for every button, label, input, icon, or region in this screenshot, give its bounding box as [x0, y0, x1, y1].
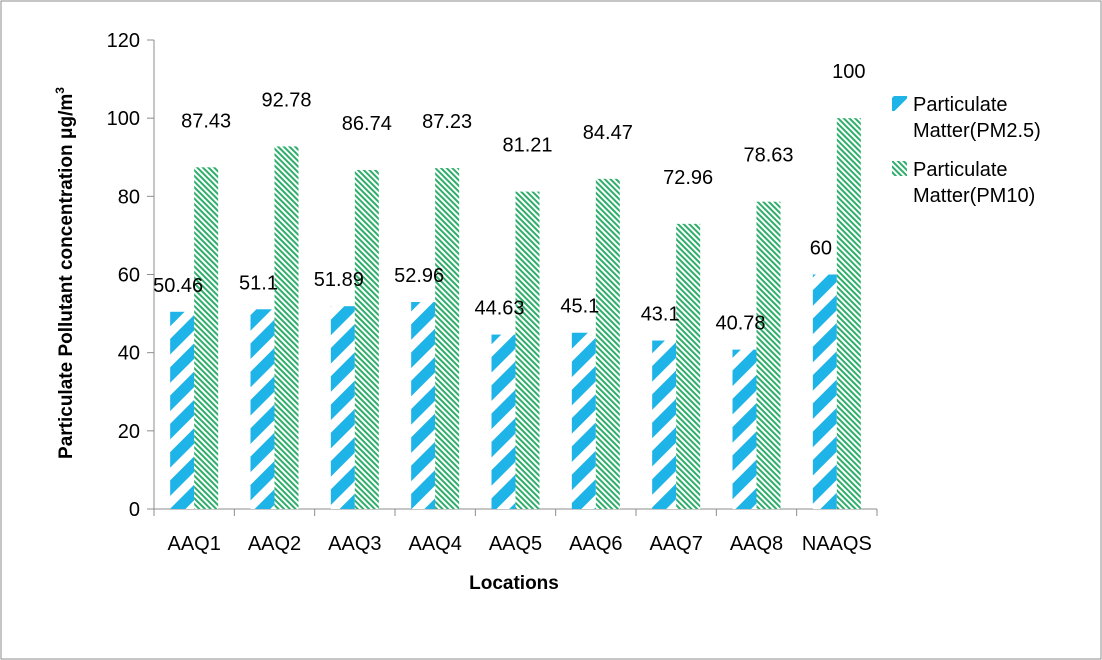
bar-pm10: [354, 169, 379, 510]
x-tick-label: AAQ1: [167, 533, 220, 555]
bar-pm25: [812, 274, 837, 509]
legend: Particulate Matter(PM2.5) Particulate Matte…: [892, 94, 1041, 207]
data-label: 78.63: [743, 145, 793, 167]
legend-label: Particulate: [913, 159, 1008, 181]
y-tick-label: 100: [107, 108, 140, 130]
data-label: 51.1: [239, 272, 278, 294]
x-tick-label: AAQ3: [328, 533, 381, 555]
data-label: 100: [832, 61, 865, 83]
bar-pm10: [515, 191, 540, 509]
data-label: 86.74: [342, 113, 392, 135]
bar-pm25: [571, 332, 596, 509]
legend-label: Particulate: [913, 94, 1008, 116]
x-tick-label: AAQ7: [649, 533, 702, 555]
y-tick-label: 20: [118, 421, 140, 443]
data-label: 43.1: [641, 304, 680, 326]
y-tick-label: 0: [129, 499, 140, 521]
bar-pm10: [676, 223, 701, 509]
x-tick-label: NAAQS: [802, 533, 872, 555]
bar-pm25: [170, 311, 195, 509]
data-label: 52.96: [394, 265, 444, 287]
data-label: 84.47: [583, 122, 633, 144]
data-label: 50.46: [153, 275, 203, 297]
data-label: 44.63: [474, 298, 524, 320]
data-label: 60: [810, 238, 832, 260]
bar-pm10: [194, 167, 219, 509]
y-tick-label: 120: [107, 30, 140, 52]
bar-pm10: [435, 168, 460, 509]
data-label: 45.1: [560, 296, 599, 318]
legend-swatch: [892, 161, 907, 176]
x-tick-label: AAQ4: [408, 533, 461, 555]
bar-pm10: [274, 146, 299, 509]
bar-pm25: [732, 349, 757, 509]
data-label: 87.43: [181, 110, 231, 132]
bars: [170, 118, 861, 510]
x-tick-label: AAQ8: [730, 533, 783, 555]
data-label: 51.89: [314, 269, 364, 291]
y-axis-title: Particulate Pollutant concentration μg/m…: [53, 87, 77, 459]
legend-label: Matter(PM10): [913, 185, 1035, 207]
bar-pm25: [652, 340, 677, 509]
bar-pm10: [756, 201, 781, 509]
y-axis: 0 20 40 60 80 100 120: [107, 30, 155, 521]
data-label: 81.21: [502, 135, 552, 157]
legend-swatch: [892, 96, 907, 111]
bar-pm10: [595, 178, 620, 509]
x-tick-label: AAQ5: [489, 533, 542, 555]
bar-pm25: [411, 302, 436, 509]
y-tick-label: 80: [118, 186, 140, 208]
bar-pm25: [330, 306, 355, 509]
y-tick-label: 60: [118, 265, 140, 287]
bar-pm25: [491, 334, 516, 509]
data-label: 87.23: [422, 111, 472, 133]
x-tick-label: AAQ2: [248, 533, 301, 555]
y-tick-label: 40: [118, 343, 140, 365]
data-label: 92.78: [261, 89, 311, 111]
bar-pm10: [836, 118, 861, 510]
bar-pm25: [250, 309, 275, 509]
x-axis-title: Locations: [469, 573, 559, 594]
data-label: 72.96: [663, 167, 713, 189]
x-tick-label: AAQ6: [569, 533, 622, 555]
data-labels: 50.46 51.1 51.89 52.96 44.63 45.1 43.1 40.78 60 8…: [153, 61, 865, 334]
data-label: 40.78: [715, 313, 765, 335]
legend-label: Matter(PM2.5): [913, 120, 1041, 142]
